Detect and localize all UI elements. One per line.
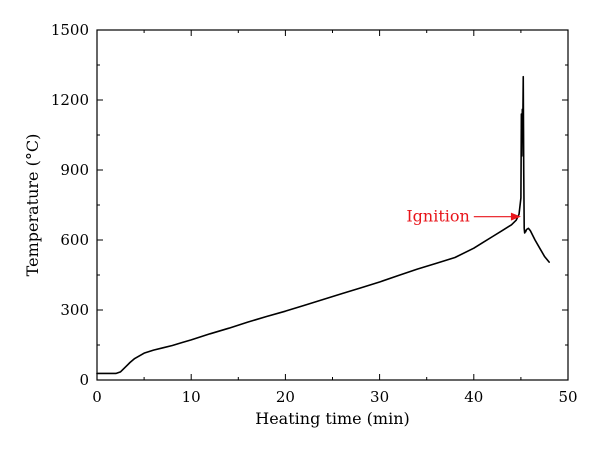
x-tick-label: 20 xyxy=(276,388,295,406)
annotation-arrow-head xyxy=(510,212,521,221)
x-tick-label: 40 xyxy=(464,388,483,406)
series-line-0 xyxy=(96,75,550,375)
y-tick-label: 300 xyxy=(60,301,89,319)
y-tick-label: 900 xyxy=(60,161,89,179)
y-tick-label: 1200 xyxy=(51,91,89,109)
x-ticks: 0 10 20 30 40 50 xyxy=(92,30,578,406)
y-axis-label: Temperature (°C) xyxy=(23,134,42,277)
x-axis-label: Heating time (min) xyxy=(255,409,410,428)
y-tick-label: 1500 xyxy=(51,21,89,39)
annotation-label: Ignition xyxy=(406,207,469,226)
plot-frame xyxy=(96,29,569,381)
annotations: Ignition xyxy=(406,207,521,226)
x-tick-label: 30 xyxy=(370,388,389,406)
series-group xyxy=(96,75,550,375)
x-tick-label: 10 xyxy=(182,388,201,406)
x-tick-label: 50 xyxy=(558,388,577,406)
y-ticks: 0 300 600 900 1200 1500 xyxy=(51,21,568,389)
y-tick-label: 0 xyxy=(79,371,89,389)
y-tick-label: 600 xyxy=(60,231,89,249)
x-tick-label: 0 xyxy=(92,388,102,406)
